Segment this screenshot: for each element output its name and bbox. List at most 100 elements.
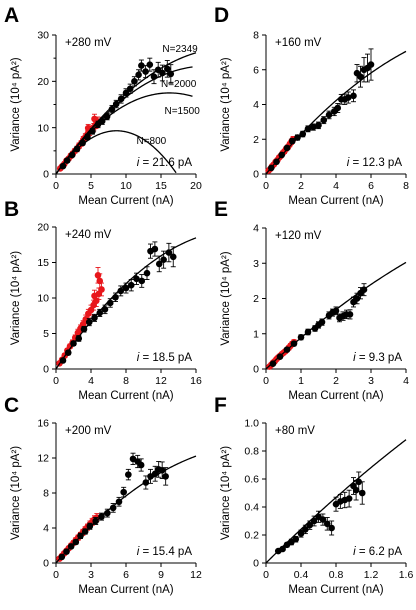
data-point (320, 116, 328, 124)
y-tick-label: 0 (253, 169, 259, 181)
fit-n-label: N=2000 (161, 79, 197, 90)
data-point (138, 62, 145, 69)
panel-letter: C (4, 394, 19, 417)
data-point (334, 104, 342, 112)
y-tick-label: 12 (37, 453, 49, 465)
fit-curve (55, 130, 177, 175)
data-point (158, 466, 166, 474)
x-tick-label: 16 (190, 375, 202, 387)
data-point (297, 530, 305, 537)
data-point (355, 478, 363, 486)
data-point (120, 488, 127, 496)
data-point (344, 94, 352, 101)
fit-n-label: N=2349 (162, 44, 198, 55)
y-tick-label: 0 (43, 169, 49, 181)
x-tick-label: 0 (53, 375, 59, 387)
data-point (96, 309, 104, 317)
x-axis-title: Mean Current (nA) (288, 390, 383, 402)
data-point (357, 73, 364, 80)
unitary-current-label: i = 21.6 pA (137, 157, 193, 169)
panel-c: C 0 3 6 9 12 0 4 8 12 16 Mean Current (nA) Variance … (4, 394, 202, 596)
y-tick-label: 0 (253, 558, 259, 570)
y-tick-label: 20 (37, 222, 49, 234)
y-axis-title: Variance (10⁴ pA²) (220, 251, 232, 345)
data-point (112, 293, 119, 301)
data-point (79, 320, 87, 328)
y-tick-label: 30 (37, 30, 49, 42)
data-point (106, 299, 114, 307)
y-tick-label: 2 (253, 293, 259, 305)
data-point (133, 275, 140, 283)
data-point (160, 256, 167, 263)
x-tick-label: 0.4 (294, 569, 309, 581)
x-tick-label: 15 (155, 180, 167, 192)
panel-letter: F (214, 394, 227, 417)
fit-curve (55, 92, 193, 175)
x-tick-label: 1.6 (399, 569, 414, 581)
x-tick-label: 0 (53, 180, 59, 192)
data-point (325, 111, 333, 119)
y-tick-label: 0.2 (244, 530, 259, 542)
data-layer (265, 439, 407, 564)
data-point (283, 144, 291, 152)
data-point (98, 286, 105, 293)
voltage-label: +80 mV (275, 425, 315, 437)
x-tick-label: 4 (403, 375, 409, 387)
data-point (315, 122, 322, 129)
data-point (302, 526, 309, 533)
y-tick-label: 6 (253, 64, 259, 76)
x-tick-label: 0.8 (329, 569, 344, 581)
y-tick-label: 0 (43, 558, 49, 570)
unitary-current-label: i = 9.3 pA (353, 352, 402, 364)
voltage-label: +160 mV (275, 37, 322, 49)
x-tick-label: 1.2 (364, 569, 379, 581)
y-tick-label: 0.4 (244, 502, 259, 514)
y-tick-label: 5 (43, 328, 49, 340)
data-point (142, 68, 149, 75)
voltage-label: +280 mV (65, 37, 112, 49)
x-axis-title: Mean Current (nA) (288, 584, 383, 596)
x-tick-label: 20 (190, 180, 202, 192)
y-tick-label: 15 (37, 257, 49, 269)
y-tick-label: 4 (253, 99, 259, 111)
x-tick-label: 9 (158, 569, 164, 581)
data-layer (55, 52, 197, 175)
data-point (353, 295, 361, 302)
data-point (151, 245, 159, 253)
data-point (318, 318, 326, 326)
data-point (306, 521, 314, 529)
y-tick-label: 1.0 (244, 418, 259, 430)
y-tick-label: 20 (37, 76, 49, 88)
panel-letter: B (4, 198, 19, 221)
data-point (146, 61, 154, 68)
fit-curve (265, 261, 407, 370)
data-point (91, 292, 98, 300)
y-tick-label: 8 (43, 488, 49, 500)
data-point (104, 509, 111, 517)
data-point (87, 306, 95, 314)
data-point (345, 495, 353, 502)
x-tick-label: 8 (123, 375, 129, 387)
x-tick-label: 12 (155, 375, 167, 387)
y-axis-title: Variance (10⁴ pA²) (220, 446, 232, 540)
unitary-current-label: i = 15.4 pA (137, 546, 193, 558)
data-point (94, 271, 102, 279)
voltage-label: +240 mV (65, 229, 112, 241)
x-tick-label: 0 (263, 375, 269, 387)
panel-letter: D (214, 4, 229, 27)
panel-letter: A (4, 4, 19, 27)
fit-curve (265, 50, 407, 175)
x-tick-label: 3 (368, 375, 374, 387)
data-layer (265, 48, 407, 175)
x-tick-label: 8 (403, 180, 409, 192)
data-point (346, 311, 354, 318)
y-tick-label: 10 (37, 122, 49, 134)
y-axis-title: Variance (10⁴ pA²) (10, 57, 22, 151)
data-point (127, 281, 135, 289)
x-tick-label: 12 (190, 569, 202, 581)
data-point (169, 253, 177, 261)
x-axis-title: Mean Current (nA) (288, 195, 383, 207)
panel-a: A 0 5 10 15 20 0 10 20 30 Mean Current (nA) Varianc… (4, 4, 202, 207)
y-tick-label: 16 (37, 418, 49, 430)
data-point (137, 461, 145, 469)
